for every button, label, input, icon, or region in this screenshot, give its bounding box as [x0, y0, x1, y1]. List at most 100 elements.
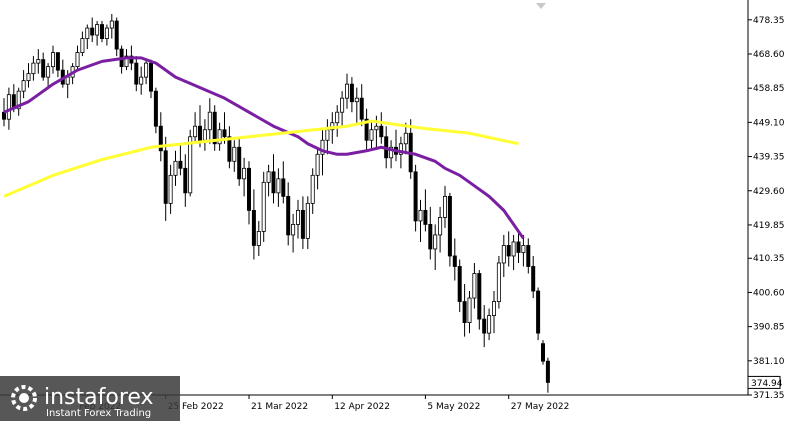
candle-up [491, 301, 496, 316]
candle-down [541, 343, 546, 362]
candle-up [340, 97, 345, 113]
candle-up [144, 62, 149, 78]
candle-up [207, 111, 212, 131]
candle-down [183, 167, 188, 194]
candle-down [271, 171, 276, 194]
candle-up [193, 125, 198, 138]
candle-up [65, 76, 70, 85]
candle-down [452, 255, 457, 267]
candle-up [242, 167, 247, 180]
current-price-box [747, 375, 781, 389]
candle-up [374, 125, 379, 131]
candle-up [472, 273, 477, 299]
price-tick-label: 468.60 [753, 50, 785, 60]
candle-up [232, 146, 237, 162]
candle-up [51, 52, 56, 68]
time-tick-label: 27 May 2022 [511, 402, 570, 412]
candle-up [369, 129, 374, 141]
candle-up [344, 83, 349, 99]
candle-down [286, 195, 291, 236]
candle-up [291, 224, 296, 236]
candle-down [237, 146, 242, 180]
time-tick-label: 21 Mar 2022 [251, 402, 308, 412]
candle-up [501, 245, 506, 264]
candle-up [295, 209, 300, 225]
candle-up [21, 80, 26, 92]
candle-down [462, 301, 467, 323]
candle-down [114, 20, 119, 50]
candle-down [197, 125, 202, 141]
candle-down [516, 241, 521, 253]
candle-up [276, 178, 281, 194]
candle-up [310, 174, 315, 204]
price-tick-label: 458.85 [753, 84, 785, 94]
candle-down [359, 97, 364, 120]
watermark-tagline: Instant Forex Trading [46, 408, 151, 419]
candle-up [403, 132, 408, 145]
candle-up [442, 195, 447, 218]
candle-down [212, 111, 217, 145]
candle-up [418, 209, 423, 222]
current-price-label: 374.94 [751, 379, 783, 389]
candle-up [16, 90, 21, 110]
price-tick-label: 371.35 [753, 391, 785, 401]
candle-down [90, 27, 95, 36]
candle-down [506, 245, 511, 257]
candle-up [320, 139, 325, 155]
watermark-background [0, 376, 180, 421]
candle-up [398, 143, 403, 155]
candle-down [545, 360, 550, 383]
candle-down [379, 125, 384, 138]
price-tick-label: 429.60 [753, 187, 785, 197]
candle-down [55, 52, 60, 71]
candle-up [104, 27, 109, 39]
candle-down [364, 118, 369, 141]
candle-down [41, 59, 46, 78]
price-tick-label: 419.85 [753, 221, 785, 231]
ma-fast-line [3, 56, 525, 240]
price-tick-label: 449.10 [753, 118, 785, 128]
candle-up [325, 129, 330, 141]
candle-up [438, 216, 443, 236]
candle-down [477, 273, 482, 320]
candle-down [428, 224, 433, 250]
candle-up [168, 174, 173, 204]
candle-up [511, 241, 516, 257]
candle-up [261, 181, 266, 232]
current-price-tag: 374.94 [747, 375, 783, 389]
candle-up [433, 234, 438, 250]
candle-down [227, 136, 232, 162]
candle-up [75, 52, 80, 68]
candle-up [31, 62, 36, 75]
price-tick-label: 390.85 [753, 323, 785, 333]
time-tick-label: 12 Apr 2022 [334, 402, 390, 412]
candle-down [158, 125, 163, 152]
ma-slow-line [3, 119, 519, 198]
candle-up [256, 231, 261, 246]
candle-down [163, 150, 168, 204]
candle-down [129, 55, 134, 64]
scroll-marker-icon[interactable] [536, 3, 546, 9]
candle-up [36, 59, 41, 64]
candle-down [457, 266, 462, 302]
price-tick-label: 478.35 [753, 16, 785, 26]
instaforex-watermark: instaforex Instant Forex Trading [0, 376, 180, 421]
candle-down [281, 178, 286, 197]
candle-up [305, 202, 310, 239]
candle-up [217, 129, 222, 145]
moving-average-lines [3, 56, 525, 240]
candle-up [124, 55, 129, 68]
candle-down [178, 160, 183, 169]
price-axis: 478.35 468.60 458.85 449.10 439.35 429.60 419.… [748, 16, 785, 401]
candle-up [389, 146, 394, 159]
candle-up [467, 297, 472, 323]
candle-up [109, 20, 114, 29]
candle-up [173, 160, 178, 176]
price-tick-label: 410.35 [753, 254, 785, 264]
candle-down [251, 209, 256, 246]
candle-up [315, 153, 320, 176]
candle-down [246, 167, 251, 211]
candle-down [300, 209, 305, 239]
